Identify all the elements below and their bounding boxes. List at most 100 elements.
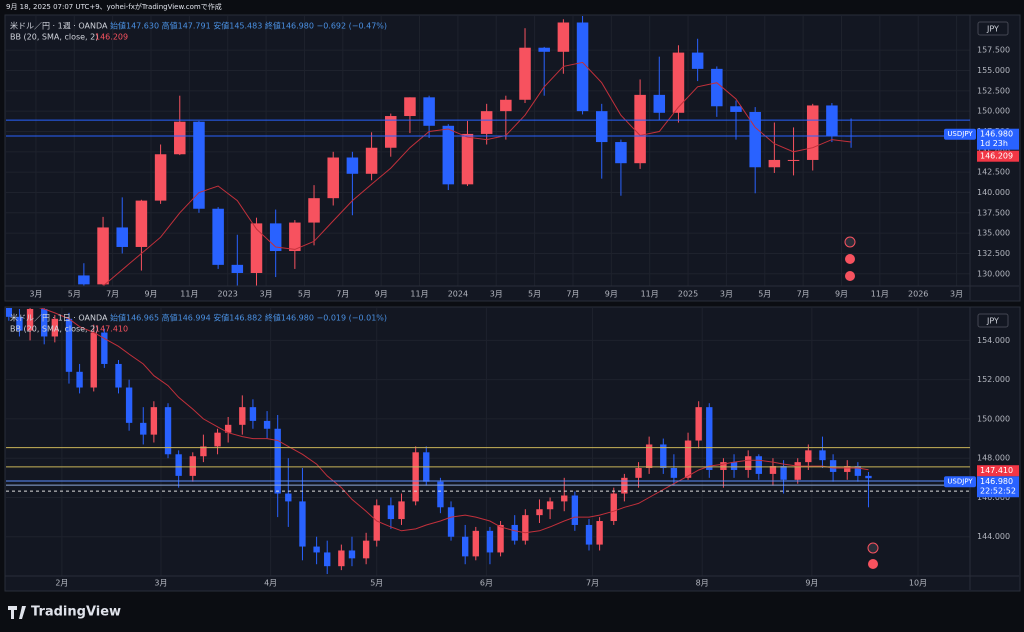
candle-body [404,97,416,117]
candle-body [745,456,752,470]
candle-body [140,422,147,435]
candle-body [97,227,109,285]
y-tick-label: 135.000 [977,229,1010,238]
candle-body [472,530,479,557]
candle-body [684,440,692,478]
candle-body [447,507,455,537]
legend-symbol: 米ドル／円 · 1日 · OANDA [10,313,108,323]
candle-body [571,495,579,525]
candle-body [461,133,474,185]
candle-body [780,466,787,480]
candle-body [819,450,826,461]
x-tick-label: 5月 [298,290,311,299]
candle-body [645,444,653,469]
candle-body [621,477,628,494]
candle-body [672,52,685,113]
candle-body [175,454,182,476]
y-tick-label: 130.000 [977,269,1010,278]
x-tick-label: 5月 [758,290,771,299]
candle-body [561,495,568,502]
candle-body [362,540,370,559]
candle-body [500,99,512,112]
candle-body [76,371,83,388]
x-tick-label: 8月 [696,579,709,588]
bb-basis [38,308,869,534]
candle-body [154,154,167,201]
y-tick-label: 140.000 [977,188,1010,197]
candle-body [522,515,529,541]
candle-body [116,227,128,247]
candle-body [164,407,172,455]
x-tick-label: 9月 [144,290,157,299]
candle-body [536,509,543,516]
plot [6,16,970,286]
x-tick-label: 7月 [106,290,119,299]
y-tick-label: 142.500 [977,168,1010,177]
candle-body [26,308,34,331]
y-tick-label: 157.500 [977,46,1010,55]
candle-body [755,456,762,474]
x-tick-label: 5月 [68,290,81,299]
event-icon [844,236,856,248]
candle-body [90,332,97,388]
event-icon [845,254,855,264]
candle-body [365,147,378,174]
price-tag [977,128,1019,150]
x-tick-label: 11月 [410,290,428,299]
y-tick-label: 148.000 [977,454,1010,463]
candle-body [660,444,667,469]
x-tick-label: 10月 [909,579,927,588]
candle-body [610,493,617,522]
x-tick-label: 9月 [805,579,818,588]
legend-symbol: 米ドル／円 · 1週 · OANDA [10,21,108,31]
candle-body [480,111,493,134]
x-tick-label: 7月 [336,290,349,299]
candle-body [249,407,257,421]
candle-body [289,222,301,252]
x-tick-label: 3月 [490,290,503,299]
candle-body [65,318,73,372]
candle-body [125,387,133,423]
candle-body [385,116,397,148]
y-tick-label: 150.000 [977,107,1010,116]
candle-body [829,460,837,472]
candle-body [730,106,742,112]
price-label: 146.980 [980,130,1013,139]
candle-body [250,223,263,273]
candle-body [135,200,148,247]
candle-body [423,97,435,126]
legend-ohlc: 始値146.965 高値146.994 安値146.882 終値146.980 … [110,313,387,323]
currency-label: JPY [986,25,999,34]
symbol-tag [944,476,976,488]
event-icon [845,271,855,281]
symbol-label: USDJPY [947,130,973,138]
bb-tag-label: 146.209 [980,152,1013,161]
candle-body [348,550,356,559]
candle-body [585,524,593,545]
x-tick-label: 3月 [29,290,42,299]
candle-body [193,121,205,209]
candle-body [519,47,531,100]
candle-body [387,505,395,520]
x-tick-label: 3月 [154,579,167,588]
candle-body [854,466,862,476]
candle-body [442,125,455,185]
candle-body [615,142,627,164]
x-tick-label: 2024 [448,290,468,299]
countdown-label: 22:52:52 [980,487,1016,496]
candle-body [78,275,90,285]
bb-basis [102,61,852,286]
panel [4,306,1021,592]
candle-body [865,475,872,479]
candle-body [174,121,186,155]
candle-body [101,332,108,364]
candle-body [313,546,320,553]
candle-body [231,264,244,273]
candle-body [308,198,320,223]
price-tag [977,476,1019,498]
plot [6,308,970,576]
logo [8,606,26,619]
candle-body [653,94,666,113]
candle-body [274,428,281,494]
candle-body [437,481,444,508]
